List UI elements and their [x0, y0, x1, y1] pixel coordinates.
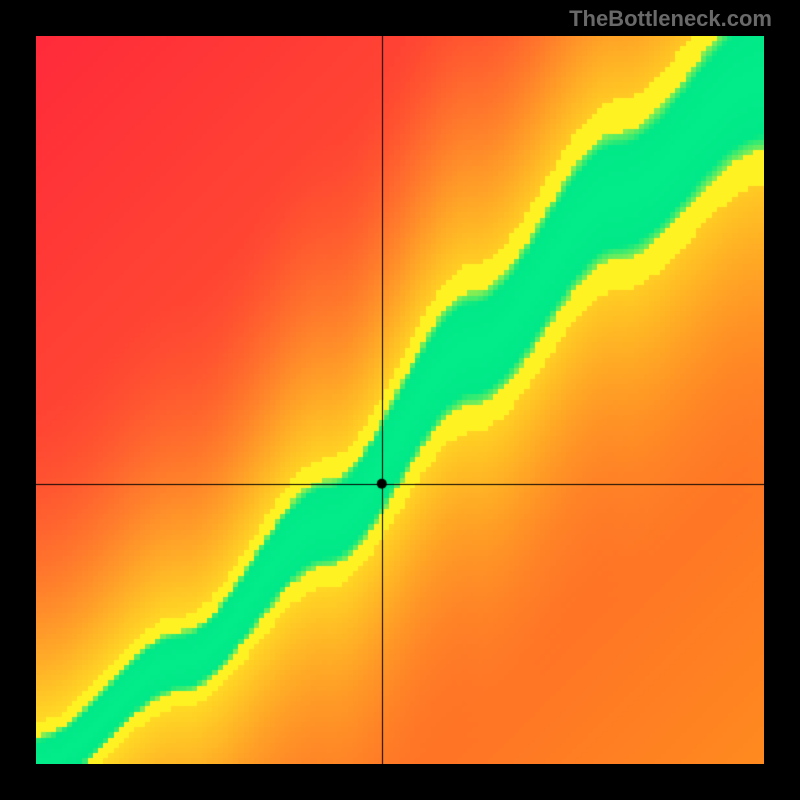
watermark-text: TheBottleneck.com	[569, 6, 772, 32]
chart-frame: TheBottleneck.com	[0, 0, 800, 800]
bottleneck-heatmap	[36, 36, 764, 764]
